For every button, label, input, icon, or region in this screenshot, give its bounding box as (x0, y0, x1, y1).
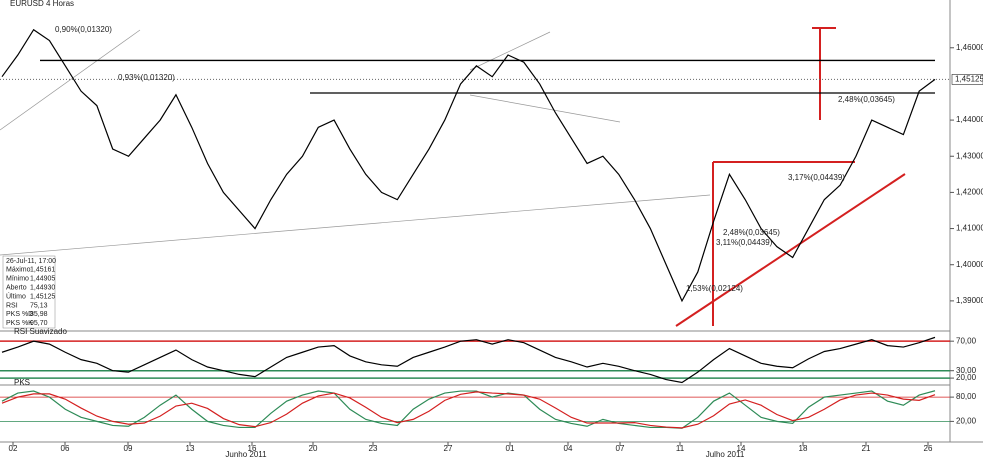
y-tick-label: 1,42000 (956, 188, 983, 197)
x-tick-label: 13 (186, 444, 195, 453)
info-text: 26-Jul-11, 17:00 (6, 258, 56, 265)
measure-label: 3,17%(0,04439) (788, 173, 845, 182)
measure-label: 3,11%(0,04439) (716, 238, 773, 247)
y-tick-label: 80,00 (956, 392, 977, 401)
series-line (1, 28, 936, 303)
info-text: 85,98 (30, 311, 48, 318)
y-tick-label: 1,43000 (956, 151, 983, 160)
x-tick-label: 18 (799, 444, 808, 453)
series-line (1, 391, 936, 429)
series-line (1, 390, 936, 429)
month-label: Junho 2011 (225, 450, 267, 458)
info-text: Aberto (6, 285, 27, 292)
measure-label: 0,93%(0,01320) (118, 73, 175, 82)
info-text: 1,44905 (30, 276, 55, 283)
x-tick-label: 04 (564, 444, 573, 453)
y-tick-label: 1,44000 (956, 115, 983, 124)
measure-label: 2,48%(0,03645) (838, 95, 895, 104)
info-box (2, 255, 56, 329)
y-tick-label: 70,00 (956, 336, 977, 345)
x-tick-label: 20 (309, 444, 318, 453)
x-tick-label: 23 (369, 444, 378, 453)
x-tick-label: 27 (444, 444, 453, 453)
info-text: Máximo (6, 267, 31, 274)
x-tick-label: 14 (737, 444, 746, 453)
x-tick-label: 11 (676, 444, 685, 453)
info-text: 95,70 (30, 320, 48, 327)
y-tick-label: 30,00 (956, 366, 977, 375)
series-line (1, 336, 936, 384)
x-tick-label: 02 (9, 444, 18, 453)
panel-title: PKS (14, 378, 30, 387)
measure-label: 0,90%(0,01320) (55, 25, 112, 34)
info-text: Mínimo (6, 276, 29, 283)
y-tick-label: 1,41000 (956, 224, 983, 233)
month-label: Julho 2011 (706, 450, 745, 458)
x-tick-label: 07 (616, 444, 625, 453)
last-price-label: 1,45125 (955, 75, 983, 84)
y-tick-label: 1,39000 (956, 296, 983, 305)
info-text: PKS %D (6, 311, 33, 318)
x-tick-label: 01 (506, 444, 515, 453)
info-text: 1,45125 (30, 293, 55, 300)
y-tick-label: 1,46000 (956, 43, 983, 52)
drawing-tools (675, 27, 906, 327)
x-tick-label: 16 (248, 444, 257, 453)
info-text: 1,44930 (30, 285, 55, 292)
info-text: 75,13 (30, 302, 48, 309)
info-text: PKS %K (6, 320, 33, 327)
last-price-box (951, 74, 983, 85)
y-tick-label: 20,00 (956, 373, 977, 382)
x-tick-label: 26 (924, 444, 933, 453)
y-tick-label: 1,40000 (956, 260, 983, 269)
info-text: 1,45161 (30, 267, 55, 274)
trend-lines (0, 29, 711, 256)
info-text: Último (6, 291, 26, 300)
measure-label: 1,53%(0,02124) (686, 284, 743, 293)
y-tick-label: 20,00 (956, 416, 977, 425)
x-tick-label: 09 (124, 444, 133, 453)
info-text: RSI (6, 302, 18, 309)
panel-title: EURUSD 4 Horas (10, 0, 74, 8)
x-tick-label: 06 (61, 444, 70, 453)
panel-title: RSI Suavizado (14, 327, 67, 336)
measure-label: 2,48%(0,03645) (723, 228, 780, 237)
x-tick-label: 21 (862, 444, 871, 453)
